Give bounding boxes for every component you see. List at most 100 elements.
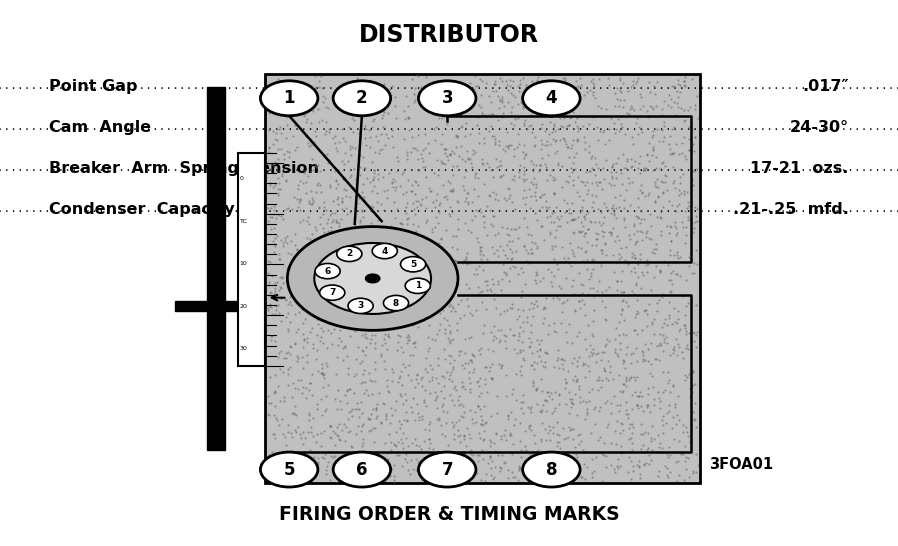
Point [480,158,494,167]
Point [304,428,319,437]
Point [331,222,346,230]
Point [517,153,532,162]
Point [274,145,288,153]
Point [444,307,458,316]
Point [445,186,459,195]
Point [458,156,472,165]
Point [506,76,521,85]
Point [562,462,577,471]
Point [560,337,575,346]
Point [671,254,685,263]
Point [420,474,435,483]
Point [624,405,638,414]
Point [294,247,308,256]
Point [633,227,647,236]
Point [690,260,704,269]
Point [311,235,325,244]
Point [658,178,673,187]
Point [614,120,629,128]
Point [629,460,644,469]
Point [430,171,445,180]
Point [623,82,638,91]
Point [298,287,313,295]
Point [443,151,457,159]
Point [348,326,363,335]
Point [538,347,552,356]
Point [500,254,515,263]
Point [426,459,440,468]
Point [432,241,446,250]
Point [300,465,314,474]
Text: Point Gap: Point Gap [49,79,138,94]
Point [410,379,425,388]
Point [577,359,592,368]
Point [277,233,292,242]
Point [604,438,619,447]
Point [503,429,517,437]
Point [689,423,703,431]
Point [423,389,437,398]
Point [471,456,485,465]
Point [358,267,373,276]
Point [629,76,644,85]
Point [304,187,318,195]
Point [625,253,639,262]
Point [339,269,353,278]
Point [296,179,311,188]
Point [274,316,288,325]
Point [462,373,476,382]
Point [589,191,603,200]
Point [499,344,514,353]
Point [350,322,365,330]
Point [529,271,543,280]
Point [341,384,356,393]
Point [325,209,339,217]
Point [357,470,371,478]
Point [562,388,577,396]
Point [687,133,701,141]
Point [364,410,378,419]
Point [401,219,415,228]
Point [299,132,313,140]
Point [648,245,663,254]
Point [688,415,702,424]
Point [534,357,549,366]
Point [621,414,635,423]
Point [367,173,382,182]
Point [315,268,330,276]
Point [630,357,645,366]
Point [305,262,320,270]
Point [479,78,493,87]
Point [295,97,309,106]
Point [298,277,313,286]
Point [548,175,562,183]
Point [645,372,659,381]
Point [685,167,700,176]
Point [432,93,446,102]
Point [583,340,597,349]
Point [405,313,419,322]
Point [471,401,485,410]
Point [641,389,656,398]
Point [535,140,550,149]
Point [411,323,426,331]
Point [541,422,556,430]
Point [329,183,343,192]
Point [653,330,667,339]
Point [677,456,691,465]
Point [662,313,676,322]
Point [610,84,624,92]
Point [660,100,674,109]
Point [354,427,368,436]
Point [351,458,365,466]
Point [566,108,580,117]
Point [444,280,458,289]
Point [527,438,541,447]
Point [550,136,564,145]
Point [401,155,415,163]
Point [676,76,691,85]
Point [270,189,285,198]
Point [363,415,377,424]
Point [507,152,522,161]
Point [489,304,503,313]
